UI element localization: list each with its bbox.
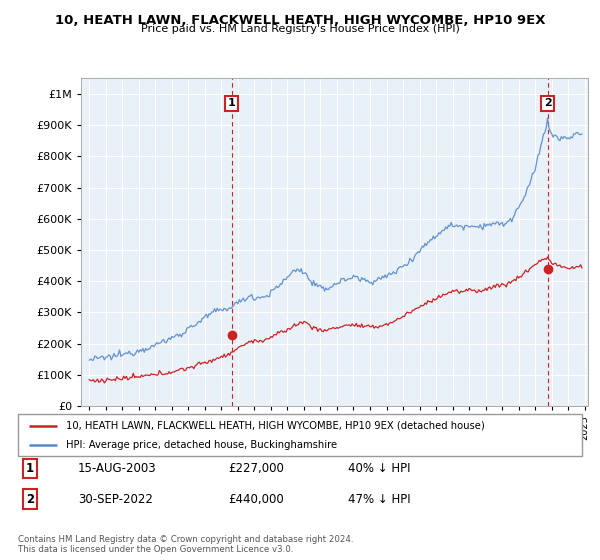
Text: 1: 1 — [26, 462, 34, 475]
Text: 2: 2 — [544, 99, 551, 109]
Text: 2: 2 — [26, 493, 34, 506]
Text: 1: 1 — [228, 99, 235, 109]
Text: Price paid vs. HM Land Registry's House Price Index (HPI): Price paid vs. HM Land Registry's House … — [140, 24, 460, 34]
Text: £227,000: £227,000 — [228, 462, 284, 475]
Text: HPI: Average price, detached house, Buckinghamshire: HPI: Average price, detached house, Buck… — [66, 440, 337, 450]
Text: £440,000: £440,000 — [228, 493, 284, 506]
Text: Contains HM Land Registry data © Crown copyright and database right 2024.
This d: Contains HM Land Registry data © Crown c… — [18, 535, 353, 554]
Text: 40% ↓ HPI: 40% ↓ HPI — [348, 462, 410, 475]
Text: 47% ↓ HPI: 47% ↓ HPI — [348, 493, 410, 506]
Text: 10, HEATH LAWN, FLACKWELL HEATH, HIGH WYCOMBE, HP10 9EX (detached house): 10, HEATH LAWN, FLACKWELL HEATH, HIGH WY… — [66, 421, 485, 431]
Text: 30-SEP-2022: 30-SEP-2022 — [78, 493, 153, 506]
Text: 10, HEATH LAWN, FLACKWELL HEATH, HIGH WYCOMBE, HP10 9EX: 10, HEATH LAWN, FLACKWELL HEATH, HIGH WY… — [55, 14, 545, 27]
Text: 15-AUG-2003: 15-AUG-2003 — [78, 462, 157, 475]
